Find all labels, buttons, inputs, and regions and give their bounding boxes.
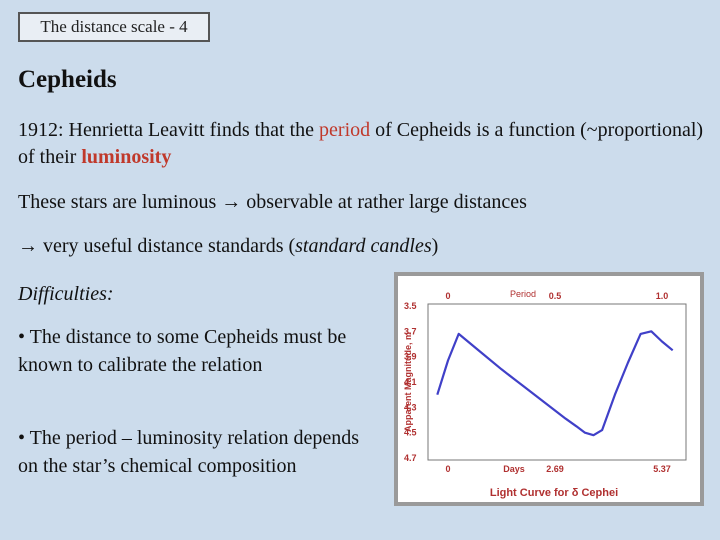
- bottom-tick-label: 0: [445, 464, 450, 474]
- top-tick-label: 0: [445, 291, 450, 301]
- y-tick-label: 3.5: [404, 301, 417, 311]
- highlight-period: period: [319, 119, 371, 141]
- difficulties-heading: Difficulties:: [18, 283, 114, 305]
- days-axis-label: Days: [503, 464, 525, 474]
- paragraph-luminous: These stars are luminous → observable at…: [18, 191, 527, 213]
- y-tick-label: 3.7: [404, 326, 417, 336]
- y-tick-label: 3.9: [404, 352, 417, 362]
- highlight-luminosity: luminosity: [81, 146, 172, 168]
- top-tick-label: 0.5: [549, 291, 562, 301]
- plot-frame: [427, 303, 687, 461]
- bottom-tick-labels: 0 2.69 5.37: [445, 464, 670, 474]
- light-curve-figure: Apparent Magnitude, m 3.5 3.7 3.9 4.1 4.3 4.5…: [394, 272, 704, 506]
- bottom-tick-label: 5.37: [653, 464, 671, 474]
- y-tick-label: 4.1: [404, 377, 417, 387]
- top-tick-label: 1.0: [656, 291, 669, 301]
- paragraph-standard-candles: → very useful distance standards (standa…: [18, 235, 439, 257]
- y-axis-label: Apparent Magnitude, m: [403, 332, 413, 432]
- y-tick-labels: 3.5 3.7 3.9 4.1 4.3 4.5 4.7: [404, 301, 417, 463]
- bullet-composition: • The period – luminosity relation depen…: [18, 427, 360, 477]
- light-curve-line: [436, 330, 674, 437]
- chart-title: Light Curve for δ Cephei: [490, 487, 618, 499]
- period-axis-label: Period: [510, 289, 536, 299]
- y-tick-label: 4.3: [404, 402, 417, 412]
- slide-label: The distance scale - 4: [18, 12, 210, 42]
- paragraph-leavitt: 1912: Henrietta Leavitt finds that the p…: [18, 119, 704, 168]
- y-axis-label-group: Apparent Magnitude, m: [403, 332, 413, 432]
- italic-standard-candles: standard candles: [295, 235, 432, 257]
- y-tick-label: 4.5: [404, 428, 417, 438]
- bottom-tick-label: 2.69: [546, 464, 564, 474]
- y-tick-label: 4.7: [404, 453, 417, 463]
- light-curve-chart: Apparent Magnitude, m 3.5 3.7 3.9 4.1 4.3 4.5…: [403, 289, 687, 499]
- top-tick-labels: 0 0.5 1.0: [445, 291, 668, 301]
- bullet-calibration: • The distance to some Cepheids must be …: [18, 326, 347, 376]
- slide-title: Cepheids: [18, 66, 117, 93]
